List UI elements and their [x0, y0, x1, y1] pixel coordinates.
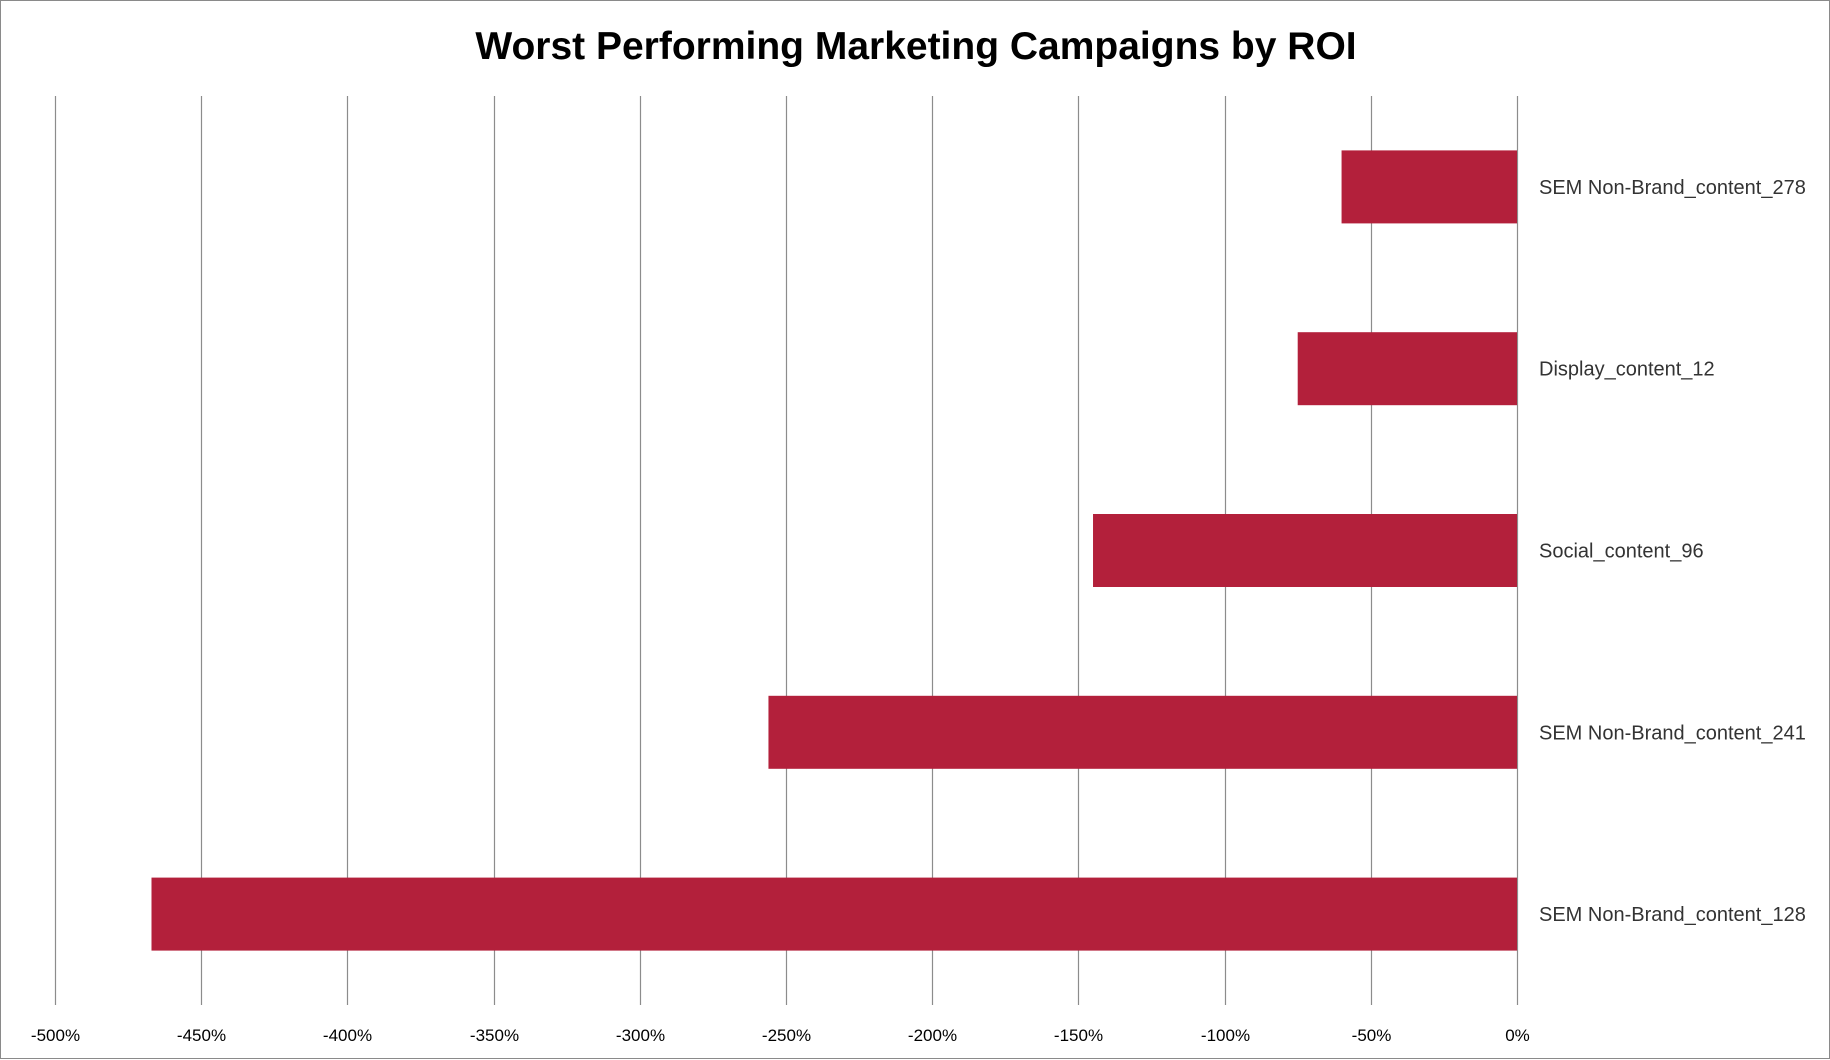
category-label: SEM Non-Brand_content_241: [1539, 722, 1806, 744]
category-label: SEM Non-Brand_content_278: [1539, 177, 1806, 199]
x-tick-label: -250%: [762, 1026, 811, 1045]
x-tick-label: -450%: [177, 1026, 226, 1045]
chart-title: Worst Performing Marketing Campaigns by …: [475, 25, 1356, 68]
category-label: SEM Non-Brand_content_128: [1539, 904, 1806, 926]
x-tick-label: 0%: [1505, 1026, 1530, 1045]
bar: [768, 695, 1517, 769]
bar: [1341, 150, 1517, 224]
bar: [151, 877, 1518, 951]
x-tick-label: -400%: [323, 1026, 372, 1045]
x-axis-tick-labels: -500% -450% -400% -350% -300% -250% -200% -150%…: [31, 1026, 1530, 1045]
category-label: Social_content_96: [1539, 541, 1704, 563]
category-label: Display_content_12: [1539, 359, 1715, 381]
x-tick-label: -500%: [31, 1026, 80, 1045]
x-tick-label: -300%: [616, 1026, 665, 1045]
category-labels: SEM Non-Brand_content_278 Display_content…: [1539, 177, 1806, 926]
x-tick-label: -100%: [1201, 1026, 1250, 1045]
bars: [151, 150, 1518, 951]
x-tick-label: -350%: [470, 1026, 519, 1045]
x-tick-label: -50%: [1352, 1026, 1392, 1045]
bar: [1093, 514, 1517, 587]
x-tick-label: -200%: [908, 1026, 957, 1045]
bar: [1297, 332, 1517, 406]
x-tick-label: -150%: [1054, 1026, 1103, 1045]
